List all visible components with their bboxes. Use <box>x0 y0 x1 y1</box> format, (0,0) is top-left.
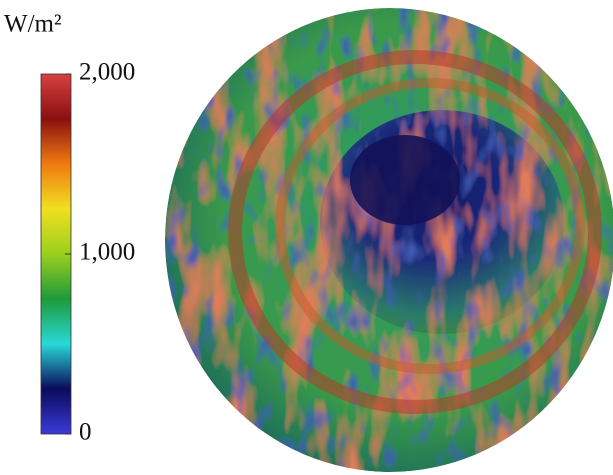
inner-cavity <box>320 110 564 334</box>
cavity-back <box>350 135 460 225</box>
colorbar-title: W/m² <box>4 11 61 38</box>
tick-label: 0 <box>79 419 92 446</box>
tick-label: 1,000 <box>79 239 135 266</box>
figure: W/m² 0 1,000 2,000 <box>0 0 613 475</box>
rendered-object <box>165 8 613 472</box>
tick-label: 2,000 <box>79 59 135 86</box>
